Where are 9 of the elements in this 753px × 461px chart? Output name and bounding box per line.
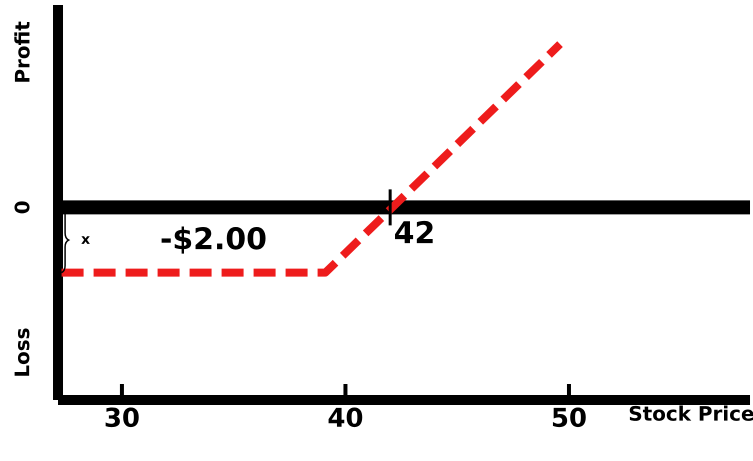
annotation: -$2.00	[162, 226, 266, 254]
text: Loss	[14, 328, 30, 376]
x-tick-label: 40	[328, 407, 362, 428]
x-tick-label: 30	[106, 407, 139, 428]
x-tick-label: 50	[552, 407, 586, 428]
text: Profit	[14, 22, 30, 82]
text: 0	[14, 201, 30, 214]
annotation: 42	[395, 220, 433, 244]
annotation: x	[81, 236, 90, 244]
